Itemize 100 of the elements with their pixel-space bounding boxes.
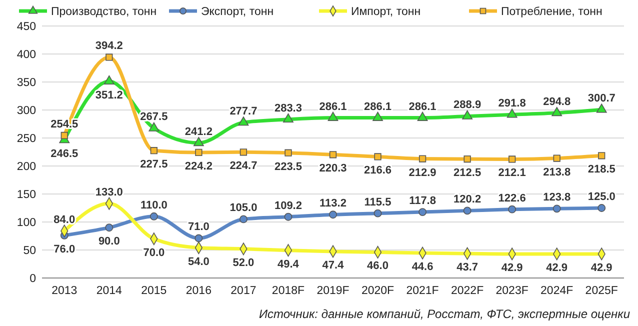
data-label: 90.0 — [98, 236, 120, 248]
x-tick-label: 2013 — [52, 285, 78, 297]
y-tick-label: 450 — [16, 21, 36, 33]
legend-label: Экспорт, тонн — [201, 6, 274, 18]
point — [552, 106, 562, 116]
y-tick-label: 350 — [16, 77, 36, 89]
data-label: 213.8 — [543, 166, 571, 178]
data-label: 54.0 — [188, 256, 210, 268]
data-label: 241.2 — [184, 126, 212, 138]
point — [239, 215, 248, 224]
point — [417, 112, 428, 121]
point — [374, 153, 382, 160]
x-tick-label: 2019F — [316, 285, 350, 297]
point — [104, 75, 114, 85]
data-label: 46.0 — [367, 260, 388, 272]
data-label: 120.2 — [454, 194, 482, 206]
data-label: 43.7 — [456, 262, 478, 274]
point — [506, 108, 518, 118]
data-label: 227.5 — [140, 158, 168, 171]
data-label: 76.0 — [54, 243, 76, 256]
point — [462, 110, 473, 120]
data-label: 351.2 — [95, 89, 123, 102]
point — [598, 204, 606, 212]
point — [329, 210, 337, 219]
point — [240, 148, 248, 156]
data-label: 44.6 — [412, 261, 434, 274]
data-label: 115.5 — [364, 196, 392, 208]
data-label: 286.1 — [408, 100, 436, 113]
data-label: 300.7 — [588, 92, 616, 105]
point — [552, 204, 561, 213]
x-tick-label: 2014 — [96, 285, 123, 297]
data-label: 277.7 — [230, 105, 258, 118]
data-label: 291.8 — [498, 98, 526, 110]
point — [150, 147, 158, 154]
data-label: 47.4 — [322, 259, 345, 272]
data-label: 212.1 — [498, 167, 526, 180]
y-tick-label: 100 — [16, 217, 36, 229]
data-label: 220.3 — [319, 162, 347, 175]
y-tick-label: 50 — [23, 245, 36, 257]
point — [284, 149, 292, 156]
data-label: 294.8 — [543, 96, 571, 108]
point — [463, 206, 472, 215]
data-label: 52.0 — [232, 256, 254, 269]
data-label: 110.0 — [140, 199, 168, 212]
data-label: 42.9 — [590, 262, 612, 274]
data-label: 49.4 — [278, 258, 300, 270]
point — [148, 122, 160, 132]
data-label: 394.2 — [95, 40, 123, 52]
data-label: 288.9 — [454, 99, 482, 112]
data-label: 224.7 — [230, 160, 258, 172]
data-label: 286.1 — [364, 100, 392, 113]
point — [596, 104, 607, 113]
data-label: 212.9 — [408, 166, 436, 179]
legend-label: Импорт, тонн — [351, 6, 421, 18]
data-label: 283.3 — [274, 102, 302, 114]
data-label: 113.2 — [320, 198, 346, 210]
x-tick-label: 2016 — [186, 285, 212, 297]
x-tick-label: 2017 — [230, 285, 256, 297]
data-label: 71.0 — [188, 221, 210, 234]
data-label: 223.5 — [274, 160, 302, 173]
point — [418, 208, 427, 216]
x-tick-label: 2021F — [406, 285, 439, 297]
point — [553, 154, 560, 162]
point — [284, 212, 292, 221]
data-label: 218.5 — [588, 164, 616, 176]
x-tick-label: 2015 — [141, 285, 167, 297]
x-tick-label: 2025F — [585, 285, 618, 297]
data-label: 212.5 — [454, 167, 482, 179]
data-label: 246.5 — [50, 148, 78, 160]
data-label: 109.2 — [274, 200, 302, 212]
x-tick-label: 2023F — [496, 285, 528, 297]
text: Источник: данные компаний, Росстат, ФТС, экспертные оценки — [258, 307, 630, 321]
x-tick-label: 2018F — [272, 285, 305, 297]
point — [464, 155, 471, 163]
point — [328, 112, 338, 121]
data-label: 84.0 — [54, 214, 76, 226]
legend-label: Потребление, тонн — [501, 6, 602, 18]
point — [372, 112, 383, 121]
y-tick-label: 250 — [16, 133, 36, 145]
x-tick-label: 2020F — [361, 285, 394, 297]
data-label: 224.2 — [184, 160, 212, 172]
point — [418, 155, 426, 162]
point — [508, 156, 516, 163]
data-label: 125.0 — [588, 191, 616, 203]
point — [60, 132, 68, 140]
point — [150, 212, 158, 220]
y-tick-label: 400 — [16, 49, 36, 61]
point — [193, 136, 204, 146]
legend-label: Производство, тонн — [51, 6, 157, 18]
data-label: 117.8 — [409, 195, 436, 208]
point — [195, 148, 202, 156]
y-tick-label: 300 — [16, 105, 36, 117]
point — [329, 151, 337, 158]
y-tick-label: 0 — [30, 273, 36, 285]
point — [283, 113, 294, 123]
point — [508, 205, 516, 214]
data-label: 286.1 — [319, 100, 347, 113]
data-label: 123.8 — [543, 192, 571, 204]
point — [598, 152, 606, 160]
data-label: 70.0 — [143, 246, 165, 259]
